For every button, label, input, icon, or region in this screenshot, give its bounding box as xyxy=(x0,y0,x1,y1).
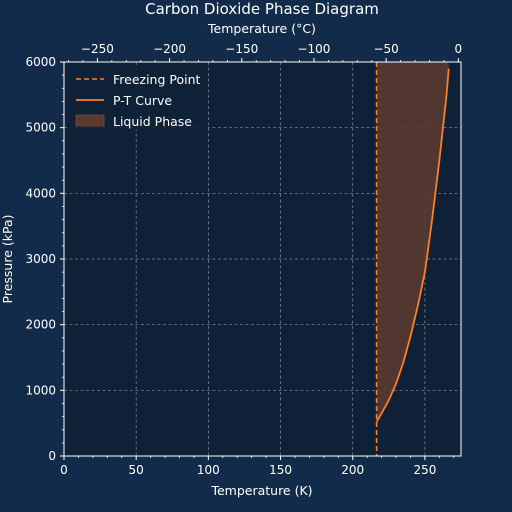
x-axis-title: Temperature (K) xyxy=(210,483,312,498)
x2-tick-label: −50 xyxy=(373,42,398,56)
x-tick-label: 250 xyxy=(413,463,436,477)
y-tick-label: 2000 xyxy=(25,318,56,332)
x-tick-label: 50 xyxy=(129,463,144,477)
y-axis-title: Pressure (kPa) xyxy=(0,215,15,304)
legend-freezing-label: Freezing Point xyxy=(113,72,201,87)
liquid-phase-area xyxy=(376,62,449,422)
chart-title: Carbon Dioxide Phase Diagram xyxy=(145,0,379,18)
legend-liquid-swatch xyxy=(75,114,105,127)
x2-tick-label: −100 xyxy=(297,42,330,56)
x2-tick-label: 0 xyxy=(455,42,463,56)
series-layer xyxy=(375,62,450,456)
ticks: 0 50 100 150 200 250 0 1000 2000 3000 4000 5000 6000… xyxy=(25,42,462,477)
x-tick-label: 0 xyxy=(60,463,68,477)
x2-tick-label: −250 xyxy=(81,42,114,56)
y-tick-label: 4000 xyxy=(25,186,56,200)
legend: Freezing Point P-T Curve Liquid Phase xyxy=(68,66,208,130)
x-tick-label: 100 xyxy=(197,463,220,477)
pt-curve-line xyxy=(375,68,450,423)
y-tick-label: 6000 xyxy=(25,55,56,69)
y-tick-label: 0 xyxy=(48,449,56,463)
liquid-phase-layer xyxy=(376,62,449,422)
y-tick-label: 1000 xyxy=(25,383,56,397)
x2-tick-label: −200 xyxy=(153,42,186,56)
y-tick-label: 3000 xyxy=(25,252,56,266)
legend-pt-label: P-T Curve xyxy=(113,93,172,108)
x-tick-label: 200 xyxy=(341,463,364,477)
x-tick-label: 150 xyxy=(269,463,292,477)
legend-liquid-label: Liquid Phase xyxy=(113,114,192,129)
x2-tick-label: −150 xyxy=(225,42,258,56)
y-tick-label: 5000 xyxy=(25,121,56,135)
x2-axis-title: Temperature (°C) xyxy=(207,21,316,36)
